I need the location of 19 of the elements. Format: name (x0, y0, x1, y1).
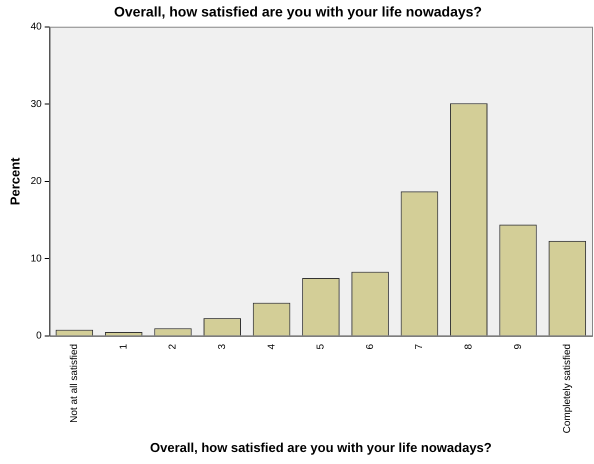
y-axis-title: Percent (7, 156, 22, 206)
chart-title: Overall, how satisfied are you with your life nowadays? (114, 3, 482, 20)
x-tick-label: 3 (217, 343, 228, 350)
y-tick-label: 40 (30, 22, 42, 33)
y-tick-label: 10 (30, 253, 42, 264)
x-tick-label: Completely satisfied (562, 344, 574, 434)
x-axis-title: Overall, how satisfied are you with your life nowadays? (150, 440, 492, 455)
x-tick-label: 4 (266, 343, 278, 350)
x-tick-label: 9 (512, 343, 524, 350)
x-tick-label: 8 (464, 343, 475, 350)
x-tick-label: 7 (414, 343, 426, 350)
y-tick-label: 30 (30, 98, 42, 110)
x-tick-label: 5 (316, 343, 327, 350)
x-tick-label: 6 (364, 343, 376, 350)
y-tick-label: 0 (36, 330, 42, 342)
x-tick-label: 1 (118, 343, 130, 350)
x-tick-label: 2 (168, 343, 179, 350)
x-tick-label: Not at all satisfied (69, 344, 80, 423)
y-tick-label: 20 (30, 176, 42, 188)
